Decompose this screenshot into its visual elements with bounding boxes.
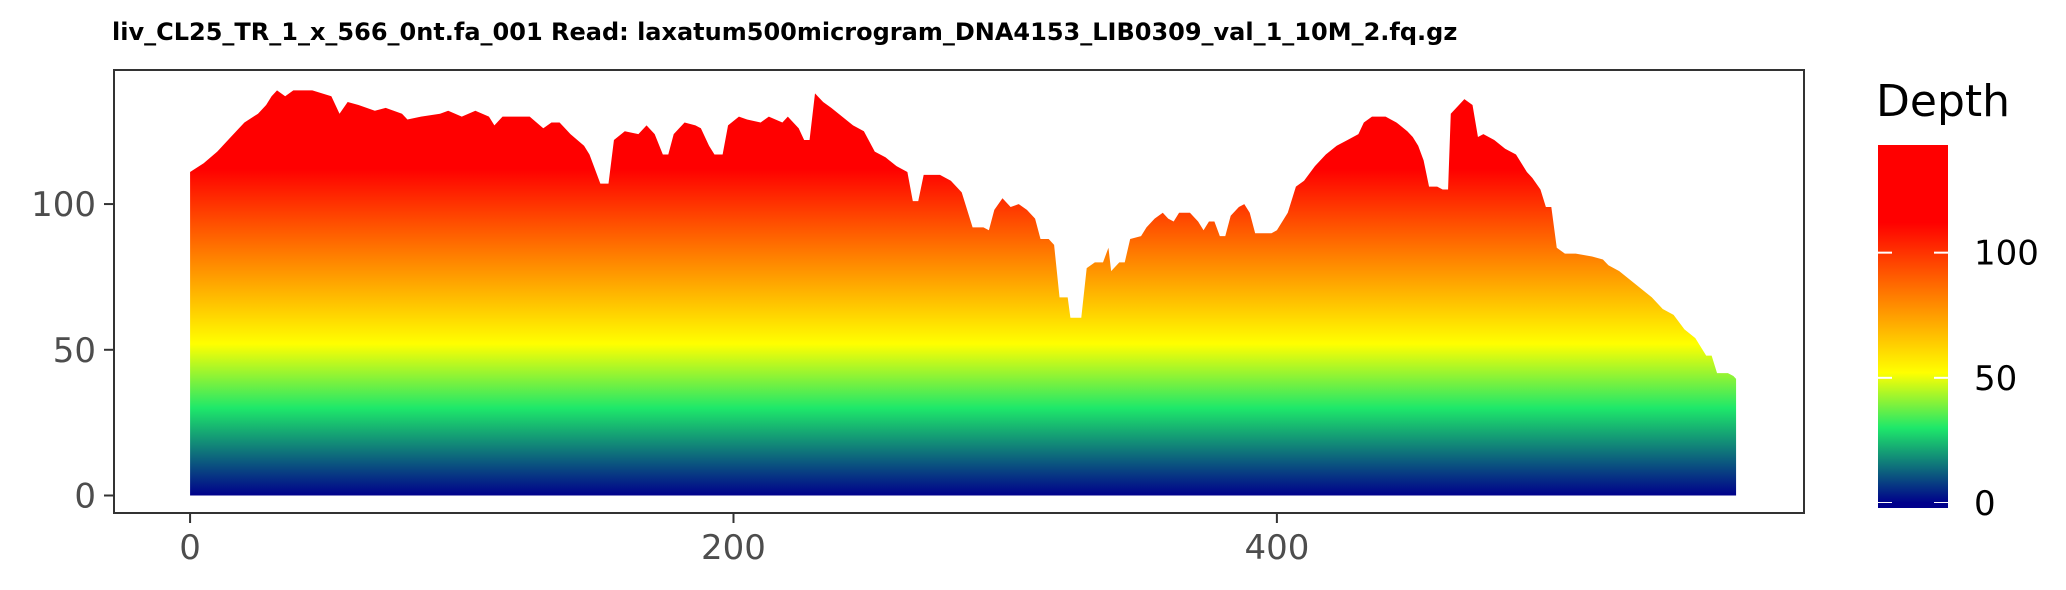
x-tick-label: 0 bbox=[179, 528, 201, 568]
legend-tick-label: 100 bbox=[1974, 234, 2039, 274]
depth-legend: Depth 0 50 100 bbox=[1876, 76, 2039, 524]
plot-panel-border bbox=[113, 69, 1805, 514]
y-tick-label: 50 bbox=[53, 331, 96, 371]
legend-tick-label: 50 bbox=[1974, 359, 2017, 399]
coverage-area bbox=[190, 90, 1737, 496]
y-tick-label: 100 bbox=[31, 185, 96, 225]
legend-colorbar bbox=[1878, 145, 1948, 508]
legend-colorbar-base bbox=[1878, 502, 1948, 508]
y-tick-label: 0 bbox=[74, 477, 96, 517]
x-axis: 0 200 400 bbox=[179, 513, 1309, 568]
x-tick-label: 200 bbox=[701, 528, 766, 568]
legend-tick-label: 0 bbox=[1974, 484, 1996, 524]
legend-title: Depth bbox=[1876, 76, 2010, 127]
chart-title: liv_CL25_TR_1_x_566_0nt.fa_001 Read: lax… bbox=[112, 18, 1457, 46]
coverage-area-group bbox=[190, 90, 1737, 496]
y-axis: 0 50 100 bbox=[31, 185, 114, 517]
x-tick-label: 400 bbox=[1244, 528, 1309, 568]
